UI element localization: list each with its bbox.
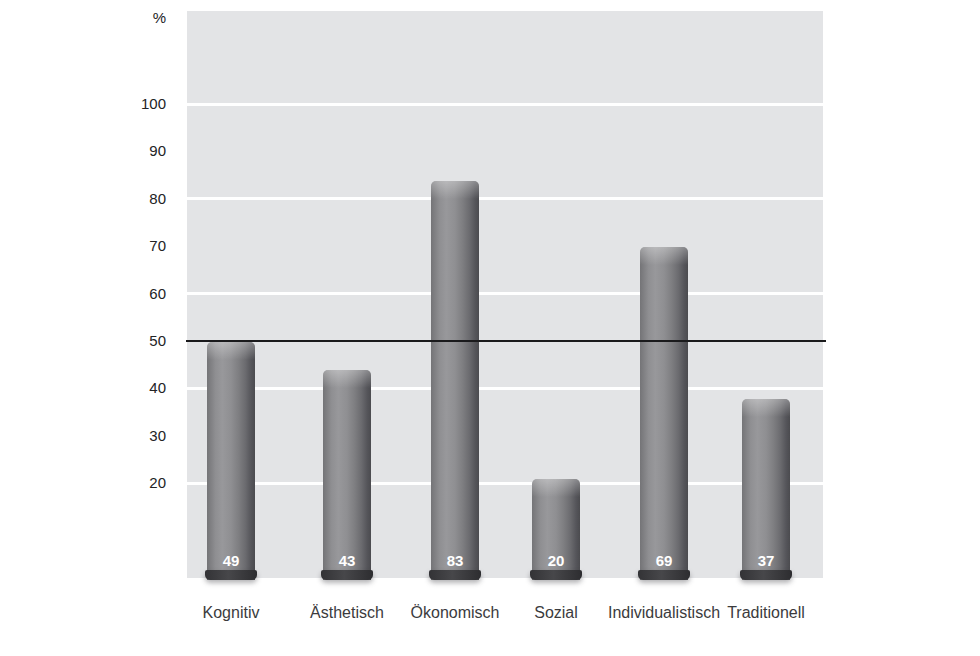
- bar-value-label: 20: [532, 552, 580, 569]
- bar-value-label: 83: [431, 552, 479, 569]
- y-tick-label-30: 30: [110, 427, 166, 445]
- bar-traditionell: 37: [742, 399, 790, 580]
- gridline-40: [187, 387, 823, 390]
- bar-value-label: 49: [207, 552, 255, 569]
- gridline-100: [187, 103, 823, 106]
- bar-base: [740, 570, 792, 580]
- bar-base: [429, 570, 481, 580]
- y-tick-label-90: 90: [110, 142, 166, 160]
- y-tick-label-80: 80: [110, 190, 166, 208]
- bar-base: [638, 570, 690, 580]
- bar-kognitiv: 49: [207, 342, 255, 580]
- bar-value-label: 43: [323, 552, 371, 569]
- y-tick-label-40: 40: [110, 379, 166, 397]
- gridline-60: [187, 292, 823, 295]
- y-tick-label-100: 100: [110, 95, 166, 113]
- bar-ökonomisch: 83: [431, 181, 479, 580]
- bar-individualistisch: 69: [640, 247, 688, 580]
- y-tick-label-60: 60: [110, 285, 166, 303]
- gridline-20: [187, 482, 823, 485]
- gridline-80: [187, 197, 823, 200]
- y-axis-unit-label: %: [110, 9, 166, 27]
- y-tick-label-50: 50: [110, 332, 166, 350]
- bar-value-label: 37: [742, 552, 790, 569]
- bar-base: [205, 570, 257, 580]
- x-category-label-6: Traditionell: [686, 603, 846, 622]
- bar-chart: % 2030405060708090100494383206937Kogniti…: [0, 0, 980, 656]
- bar-base: [530, 570, 582, 580]
- y-tick-label-20: 20: [110, 474, 166, 492]
- reference-line: [186, 340, 826, 343]
- plot-area: [187, 11, 823, 578]
- y-tick-label-70: 70: [110, 237, 166, 255]
- bar-sozial: 20: [532, 479, 580, 580]
- bar-value-label: 69: [640, 552, 688, 569]
- bar-base: [321, 570, 373, 580]
- bar-ästhetisch: 43: [323, 370, 371, 580]
